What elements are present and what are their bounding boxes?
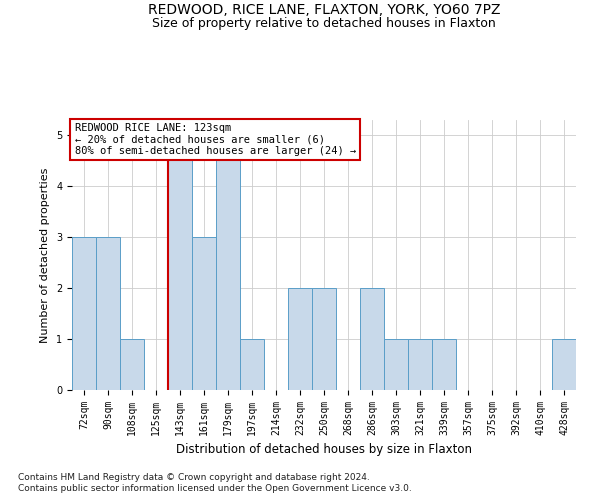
Text: REDWOOD, RICE LANE, FLAXTON, YORK, YO60 7PZ: REDWOOD, RICE LANE, FLAXTON, YORK, YO60 …	[148, 2, 500, 16]
Bar	[288, 288, 312, 390]
Bar	[360, 288, 384, 390]
Bar	[192, 237, 216, 390]
Bar	[96, 237, 120, 390]
Bar	[312, 288, 336, 390]
Bar	[168, 136, 192, 390]
Text: Contains public sector information licensed under the Open Government Licence v3: Contains public sector information licen…	[18, 484, 412, 493]
Text: Distribution of detached houses by size in Flaxton: Distribution of detached houses by size …	[176, 442, 472, 456]
Bar	[432, 339, 456, 390]
Text: Size of property relative to detached houses in Flaxton: Size of property relative to detached ho…	[152, 18, 496, 30]
Bar	[216, 136, 240, 390]
Text: REDWOOD RICE LANE: 123sqm
← 20% of detached houses are smaller (6)
80% of semi-d: REDWOOD RICE LANE: 123sqm ← 20% of detac…	[74, 122, 356, 156]
Bar	[120, 339, 144, 390]
Text: Contains HM Land Registry data © Crown copyright and database right 2024.: Contains HM Land Registry data © Crown c…	[18, 472, 370, 482]
Bar	[384, 339, 408, 390]
Bar	[240, 339, 264, 390]
Bar	[72, 237, 96, 390]
Bar	[552, 339, 576, 390]
Y-axis label: Number of detached properties: Number of detached properties	[40, 168, 50, 342]
Bar	[408, 339, 432, 390]
